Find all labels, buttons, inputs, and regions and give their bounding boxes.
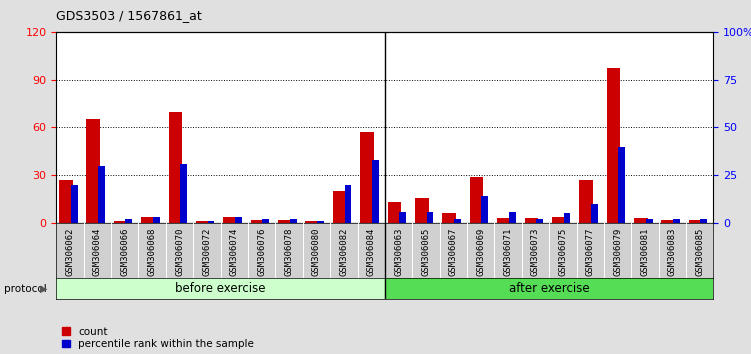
Bar bbox=[427, 212, 433, 223]
Bar bbox=[306, 222, 319, 223]
Text: GSM306068: GSM306068 bbox=[148, 227, 157, 276]
Text: after exercise: after exercise bbox=[509, 282, 590, 295]
Bar bbox=[481, 196, 488, 223]
Bar bbox=[125, 219, 132, 223]
Text: GSM306081: GSM306081 bbox=[641, 227, 650, 276]
Bar bbox=[251, 220, 264, 223]
Text: GSM306079: GSM306079 bbox=[613, 227, 622, 276]
Bar bbox=[607, 69, 620, 223]
Text: GSM306076: GSM306076 bbox=[257, 227, 266, 276]
Bar bbox=[634, 218, 647, 223]
Bar bbox=[646, 219, 653, 223]
Bar bbox=[689, 220, 702, 223]
Text: GSM306062: GSM306062 bbox=[65, 227, 74, 276]
Text: GSM306084: GSM306084 bbox=[366, 227, 376, 276]
Bar bbox=[415, 198, 429, 223]
Text: GSM306082: GSM306082 bbox=[339, 227, 348, 276]
Bar bbox=[508, 212, 516, 223]
Text: GSM306066: GSM306066 bbox=[120, 227, 129, 276]
Bar bbox=[262, 219, 269, 223]
Bar bbox=[56, 278, 385, 299]
Text: GSM306073: GSM306073 bbox=[531, 227, 540, 276]
Text: GSM306075: GSM306075 bbox=[558, 227, 567, 276]
Text: GSM306080: GSM306080 bbox=[312, 227, 321, 276]
Text: GSM306083: GSM306083 bbox=[668, 227, 677, 276]
Bar bbox=[524, 218, 538, 223]
Bar bbox=[153, 217, 160, 223]
Bar bbox=[317, 221, 324, 223]
Text: before exercise: before exercise bbox=[175, 282, 266, 295]
Bar bbox=[223, 217, 237, 223]
Text: ▶: ▶ bbox=[40, 284, 47, 293]
Bar bbox=[168, 112, 182, 223]
Bar bbox=[552, 217, 566, 223]
Bar bbox=[180, 164, 187, 223]
Bar bbox=[333, 191, 346, 223]
Bar bbox=[618, 147, 625, 223]
Bar bbox=[454, 219, 461, 223]
Text: GSM306072: GSM306072 bbox=[203, 227, 212, 276]
Text: GSM306069: GSM306069 bbox=[476, 227, 485, 276]
Bar bbox=[591, 204, 598, 223]
Bar bbox=[141, 217, 155, 223]
Bar bbox=[290, 219, 297, 223]
Legend: count, percentile rank within the sample: count, percentile rank within the sample bbox=[62, 327, 254, 349]
Bar bbox=[86, 120, 100, 223]
Bar bbox=[563, 213, 571, 223]
Text: GDS3503 / 1567861_at: GDS3503 / 1567861_at bbox=[56, 9, 202, 22]
Bar bbox=[536, 219, 543, 223]
Text: GSM306070: GSM306070 bbox=[175, 227, 184, 276]
Bar bbox=[196, 222, 210, 223]
Text: GSM306064: GSM306064 bbox=[93, 227, 102, 276]
Bar bbox=[497, 218, 511, 223]
Bar bbox=[235, 217, 242, 223]
Bar bbox=[360, 132, 374, 223]
Text: GSM306065: GSM306065 bbox=[421, 227, 430, 276]
Text: GSM306077: GSM306077 bbox=[586, 227, 595, 276]
Bar bbox=[59, 180, 73, 223]
Bar bbox=[71, 185, 77, 223]
Bar bbox=[673, 219, 680, 223]
Bar bbox=[385, 278, 713, 299]
Bar bbox=[701, 219, 707, 223]
Bar bbox=[372, 160, 379, 223]
Text: GSM306063: GSM306063 bbox=[394, 227, 403, 276]
Bar bbox=[114, 222, 128, 223]
Bar bbox=[207, 221, 215, 223]
Bar bbox=[400, 212, 406, 223]
Bar bbox=[345, 185, 351, 223]
Text: GSM306067: GSM306067 bbox=[449, 227, 458, 276]
Bar bbox=[442, 213, 456, 223]
Bar bbox=[98, 166, 105, 223]
Text: GSM306078: GSM306078 bbox=[285, 227, 294, 276]
Text: protocol: protocol bbox=[4, 284, 47, 293]
Bar bbox=[579, 180, 593, 223]
Bar bbox=[662, 220, 675, 223]
Text: GSM306085: GSM306085 bbox=[695, 227, 704, 276]
Text: GSM306074: GSM306074 bbox=[230, 227, 239, 276]
Bar bbox=[470, 177, 484, 223]
Bar bbox=[278, 220, 292, 223]
Bar bbox=[388, 202, 401, 223]
Text: GSM306071: GSM306071 bbox=[504, 227, 513, 276]
